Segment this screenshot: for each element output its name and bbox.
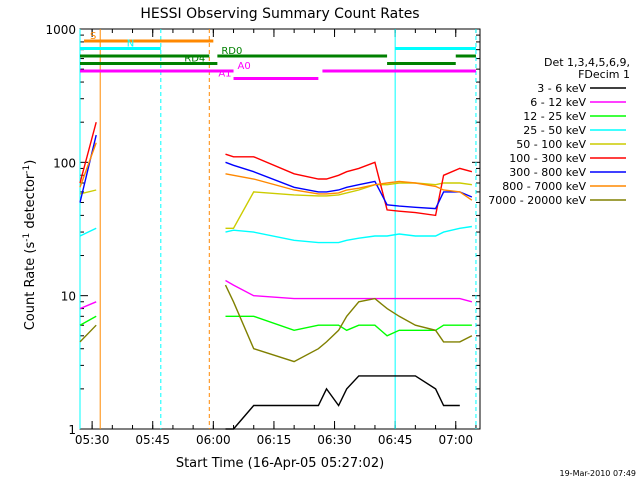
ylabel-end: ) xyxy=(23,160,38,165)
state-bar-label: A1 xyxy=(218,69,231,80)
chart-title: HESSI Observing Summary Count Rates xyxy=(140,6,419,22)
x-tick-label: 05:30 xyxy=(75,433,110,447)
y-tick-label: 1 xyxy=(68,423,76,437)
state-bar-label: A0 xyxy=(238,61,251,72)
legend-label: 3 - 6 keV xyxy=(537,82,586,95)
ylabel-main: Count Rate (s xyxy=(23,242,38,331)
y-tick-label: 10 xyxy=(61,290,76,304)
ylabel-sup1: -1 xyxy=(22,233,32,242)
ylabel-sup2: -1 xyxy=(22,165,32,174)
legend-label: 7000 - 20000 keV xyxy=(488,194,586,207)
legend-label: 25 - 50 keV xyxy=(523,124,586,137)
y-tick-label: 100 xyxy=(53,156,76,170)
x-tick-label: 06:15 xyxy=(257,433,292,447)
state-bar-label: S xyxy=(90,31,96,42)
legend-label: 100 - 300 keV xyxy=(509,152,586,165)
x-tick-label: 05:45 xyxy=(135,433,170,447)
state-bar-label: N xyxy=(127,39,134,50)
x-axis-label: Start Time (16-Apr-05 05:27:02) xyxy=(176,456,384,471)
legend-label: 800 - 7000 keV xyxy=(502,180,586,193)
series-line-1 xyxy=(79,279,473,310)
x-tick-label: 06:30 xyxy=(317,433,352,447)
legend-label: 12 - 25 keV xyxy=(523,110,586,123)
plot-frame xyxy=(79,28,481,430)
y-axis-label: Count Rate (s-1 detector-1) xyxy=(22,160,38,331)
x-tick-label: 06:00 xyxy=(196,433,231,447)
legend-label: 50 - 100 keV xyxy=(516,138,586,151)
series-line-2 xyxy=(79,315,472,337)
state-bar-label: RD0 xyxy=(221,46,242,57)
y-tick-label: 1000 xyxy=(45,23,76,37)
series-line-8 xyxy=(79,284,473,363)
legend-header-2: FDecim 1 xyxy=(578,68,630,81)
series-line-4 xyxy=(79,182,472,229)
ylabel-mid: detector xyxy=(23,173,38,233)
plot-area: 1 10 100 1000 05:30 05:45 06:00 06:15 06:30 06:45… xyxy=(45,23,481,447)
series-line-6 xyxy=(79,134,473,210)
state-bar-label: RD4 xyxy=(184,54,205,65)
svg-text:Count Rate (s-1 detector-1): Count Rate (s-1 detector-1) xyxy=(22,160,38,331)
x-tick-label: 06:45 xyxy=(378,433,413,447)
x-tick-label: 07:00 xyxy=(438,433,473,447)
legend-label: 300 - 800 keV xyxy=(509,166,586,179)
footer-timestamp: 19-Mar-2010 07:49 xyxy=(560,469,637,478)
series-line-0 xyxy=(225,375,460,430)
legend-label: 6 - 12 keV xyxy=(530,96,586,109)
legend-header-1: Det 1,3,4,5,6,9, xyxy=(544,56,630,69)
series-line-5 xyxy=(79,122,473,217)
series-line-7 xyxy=(79,142,473,201)
series-line-3 xyxy=(79,225,473,244)
